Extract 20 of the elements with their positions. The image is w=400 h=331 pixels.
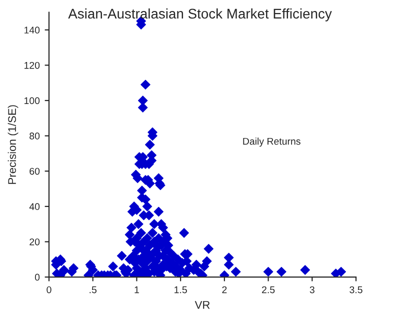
x-tick-label: 3.5 bbox=[350, 286, 362, 294]
y-axis-title: Precision (1/SE) bbox=[8, 105, 18, 184]
y-tick-label: 120 bbox=[24, 62, 40, 69]
x-tick-label: 2.5 bbox=[262, 286, 275, 294]
x-axis-title: VR bbox=[194, 301, 210, 309]
y-tick-label: 60 bbox=[30, 168, 40, 175]
x-tick-label: .5 bbox=[90, 286, 97, 294]
x-tick-label: 0 bbox=[46, 286, 52, 294]
y-tick-label: 40 bbox=[29, 203, 40, 210]
y-tick-label: 20 bbox=[30, 238, 40, 246]
x-tick-label: 1 bbox=[134, 286, 139, 294]
x-tick-label: 2 bbox=[222, 286, 227, 294]
y-tick-label: 0 bbox=[34, 274, 40, 281]
annotation: Daily Returns bbox=[243, 138, 300, 147]
y-tick-label: 100 bbox=[24, 97, 40, 104]
y-tick-label: 140 bbox=[24, 26, 40, 34]
x-tick-label: 1.5 bbox=[174, 286, 187, 294]
y-tick-label: 80 bbox=[30, 132, 40, 140]
chart-title: Asian-Australasian Stock Market Efficiency bbox=[68, 8, 332, 22]
x-tick-label: 3 bbox=[310, 286, 314, 294]
